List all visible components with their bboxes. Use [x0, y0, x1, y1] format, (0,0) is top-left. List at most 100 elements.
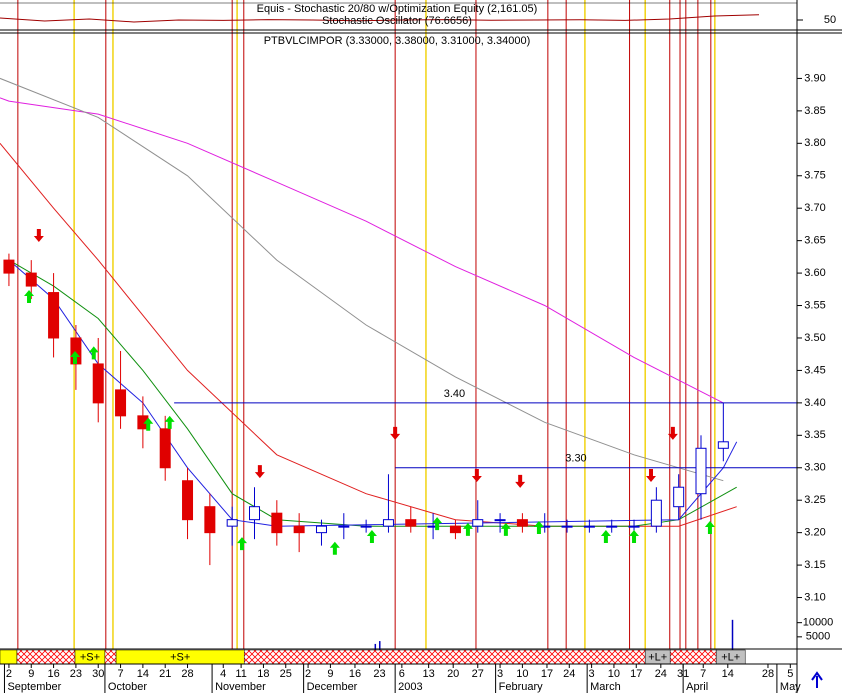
- x-tick-label: 11: [235, 668, 246, 680]
- buy-arrow: [366, 530, 377, 544]
- sell-arrow: [515, 474, 526, 488]
- x-tick-label: 27: [472, 668, 484, 680]
- header-subtitle: Stochastic Oscillator (76.6656): [322, 15, 472, 27]
- month-label: 2003: [398, 681, 422, 693]
- scroll-arrow[interactable]: [811, 671, 823, 688]
- x-tick-label: 18: [257, 668, 269, 680]
- y-tick-label: 3.55: [804, 299, 825, 311]
- signal-segment: [104, 649, 117, 665]
- signal-lines: [17, 0, 716, 649]
- x-tick-label: 24: [655, 668, 667, 680]
- x-tick-label: 3: [589, 668, 595, 680]
- x-tick-label: 24: [563, 668, 575, 680]
- x-tick-label: 23: [373, 668, 385, 680]
- y-tick-label: 3.45: [804, 364, 825, 376]
- signal-label: +S+: [170, 651, 190, 663]
- candle-body: [293, 525, 305, 534]
- x-tick-label: 25: [280, 668, 292, 680]
- y-tick-label: 3.35: [804, 429, 825, 441]
- candle-body: [271, 512, 283, 534]
- level-label: 3.30: [565, 453, 586, 465]
- x-tick-label: 20: [447, 668, 459, 680]
- candle-body: [159, 428, 171, 469]
- candle-body: [3, 259, 15, 274]
- buy-arrow: [329, 541, 340, 555]
- buy-arrow: [70, 350, 81, 364]
- x-tick-label: 3: [497, 668, 503, 680]
- x-tick-label: 7: [117, 668, 123, 680]
- volume-bar: [374, 643, 377, 651]
- buy-arrow: [533, 520, 544, 534]
- candle-body: [673, 486, 685, 508]
- x-tick-label: 7: [700, 668, 706, 680]
- candle-body: [338, 525, 350, 528]
- x-tick-label: 4: [220, 668, 226, 680]
- x-tick-label: 5: [787, 668, 793, 680]
- x-tick-label: 16: [47, 668, 59, 680]
- y-tick-label: 3.60: [804, 267, 825, 279]
- header-title: Equis - Stochastic 20/80 w/Optimization …: [257, 3, 538, 15]
- signal-segment: [669, 649, 717, 665]
- buy-arrow: [432, 517, 443, 531]
- signal-label: +L+: [721, 651, 740, 663]
- candle-body: [25, 272, 37, 287]
- sell-arrow: [667, 426, 678, 440]
- sell-arrow: [33, 228, 44, 242]
- candle-body: [516, 519, 528, 527]
- month-label: October: [108, 681, 147, 693]
- sell-arrow: [645, 469, 656, 483]
- y-tick-label: 3.10: [804, 591, 825, 603]
- month-label: November: [215, 681, 266, 693]
- candle-body: [606, 525, 618, 528]
- buy-arrow: [704, 520, 715, 534]
- signal-segment: [0, 649, 18, 665]
- candle-body: [472, 519, 484, 527]
- x-tick-label: 16: [349, 668, 361, 680]
- candle-body: [382, 519, 394, 527]
- x-tick-label: 21: [159, 668, 171, 680]
- buy-arrow: [24, 289, 35, 303]
- candle-body: [315, 525, 327, 534]
- x-tick-label: 17: [541, 668, 553, 680]
- y-tick-label: 50: [824, 14, 836, 26]
- y-tick-label: 3.80: [804, 137, 825, 149]
- candle-body: [494, 519, 506, 522]
- candle-body: [561, 525, 573, 528]
- x-tick-label: 28: [181, 668, 193, 680]
- candle-body: [115, 389, 127, 417]
- y-tick-label: 3.25: [804, 494, 825, 506]
- moving-average: [0, 142, 737, 527]
- x-tick-label: 23: [70, 668, 82, 680]
- y-tick-label: 3.50: [804, 332, 825, 344]
- month-label: March: [590, 681, 621, 693]
- buy-arrow: [143, 417, 154, 431]
- candle-body: [204, 506, 216, 534]
- buy-arrow: [500, 522, 511, 536]
- month-label: April: [686, 681, 708, 693]
- x-tick-label: 14: [137, 668, 149, 680]
- x-tick-label: 17: [630, 668, 642, 680]
- x-tick-label: 2: [305, 668, 311, 680]
- buy-arrow: [237, 537, 248, 551]
- candle-body: [182, 480, 194, 521]
- candle-body: [92, 363, 104, 404]
- signal-segment: [16, 649, 76, 665]
- y-tick-label: 3.90: [804, 72, 825, 84]
- x-tick-label: 30: [92, 668, 104, 680]
- moving-average: [0, 77, 724, 482]
- volume-bar: [379, 641, 381, 651]
- candle-body: [405, 519, 417, 527]
- y-tick-label: 3.75: [804, 170, 825, 182]
- sell-arrow: [254, 465, 265, 479]
- oscillator-line: [0, 14, 760, 23]
- candle-body: [695, 447, 707, 495]
- moving-average: [0, 97, 724, 404]
- level-label: 3.40: [444, 388, 465, 400]
- y-tick-label: 5000: [806, 631, 830, 643]
- x-tick-label: 13: [423, 668, 435, 680]
- x-tick-label: 28: [762, 668, 774, 680]
- buy-arrow: [164, 415, 175, 429]
- buy-arrow: [629, 530, 640, 544]
